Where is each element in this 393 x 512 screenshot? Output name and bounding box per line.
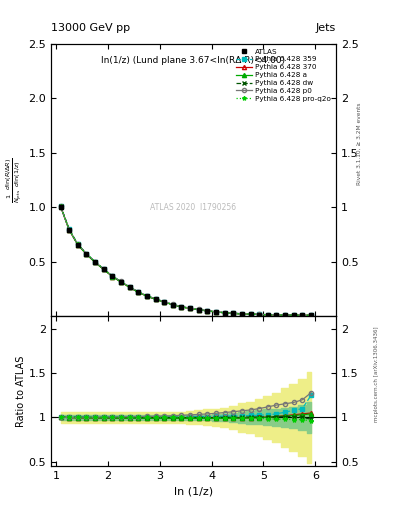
Y-axis label: $\frac{1}{N_\mathrm{jets}}\frac{d\ln(R/\Delta R)}{d\ln(1/z)}$: $\frac{1}{N_\mathrm{jets}}\frac{d\ln(R/\… (5, 157, 24, 203)
Text: Rivet 3.1.10, ≥ 3.2M events: Rivet 3.1.10, ≥ 3.2M events (357, 102, 362, 185)
Text: ln(1/z) (Lund plane 3.67<ln(RΔ R)<4.00): ln(1/z) (Lund plane 3.67<ln(RΔ R)<4.00) (101, 56, 286, 65)
X-axis label: ln (1/z): ln (1/z) (174, 486, 213, 496)
Text: ATLAS 2020  I1790256: ATLAS 2020 I1790256 (151, 203, 237, 211)
Text: mcplots.cern.ch [arXiv:1306.3436]: mcplots.cern.ch [arXiv:1306.3436] (374, 326, 379, 421)
Legend: ATLAS, Pythia 6.428 359, Pythia 6.428 370, Pythia 6.428 a, Pythia 6.428 dw, Pyth: ATLAS, Pythia 6.428 359, Pythia 6.428 37… (233, 46, 334, 104)
Y-axis label: Ratio to ATLAS: Ratio to ATLAS (16, 355, 26, 426)
Text: Jets: Jets (316, 23, 336, 33)
Text: 13000 GeV pp: 13000 GeV pp (51, 23, 130, 33)
